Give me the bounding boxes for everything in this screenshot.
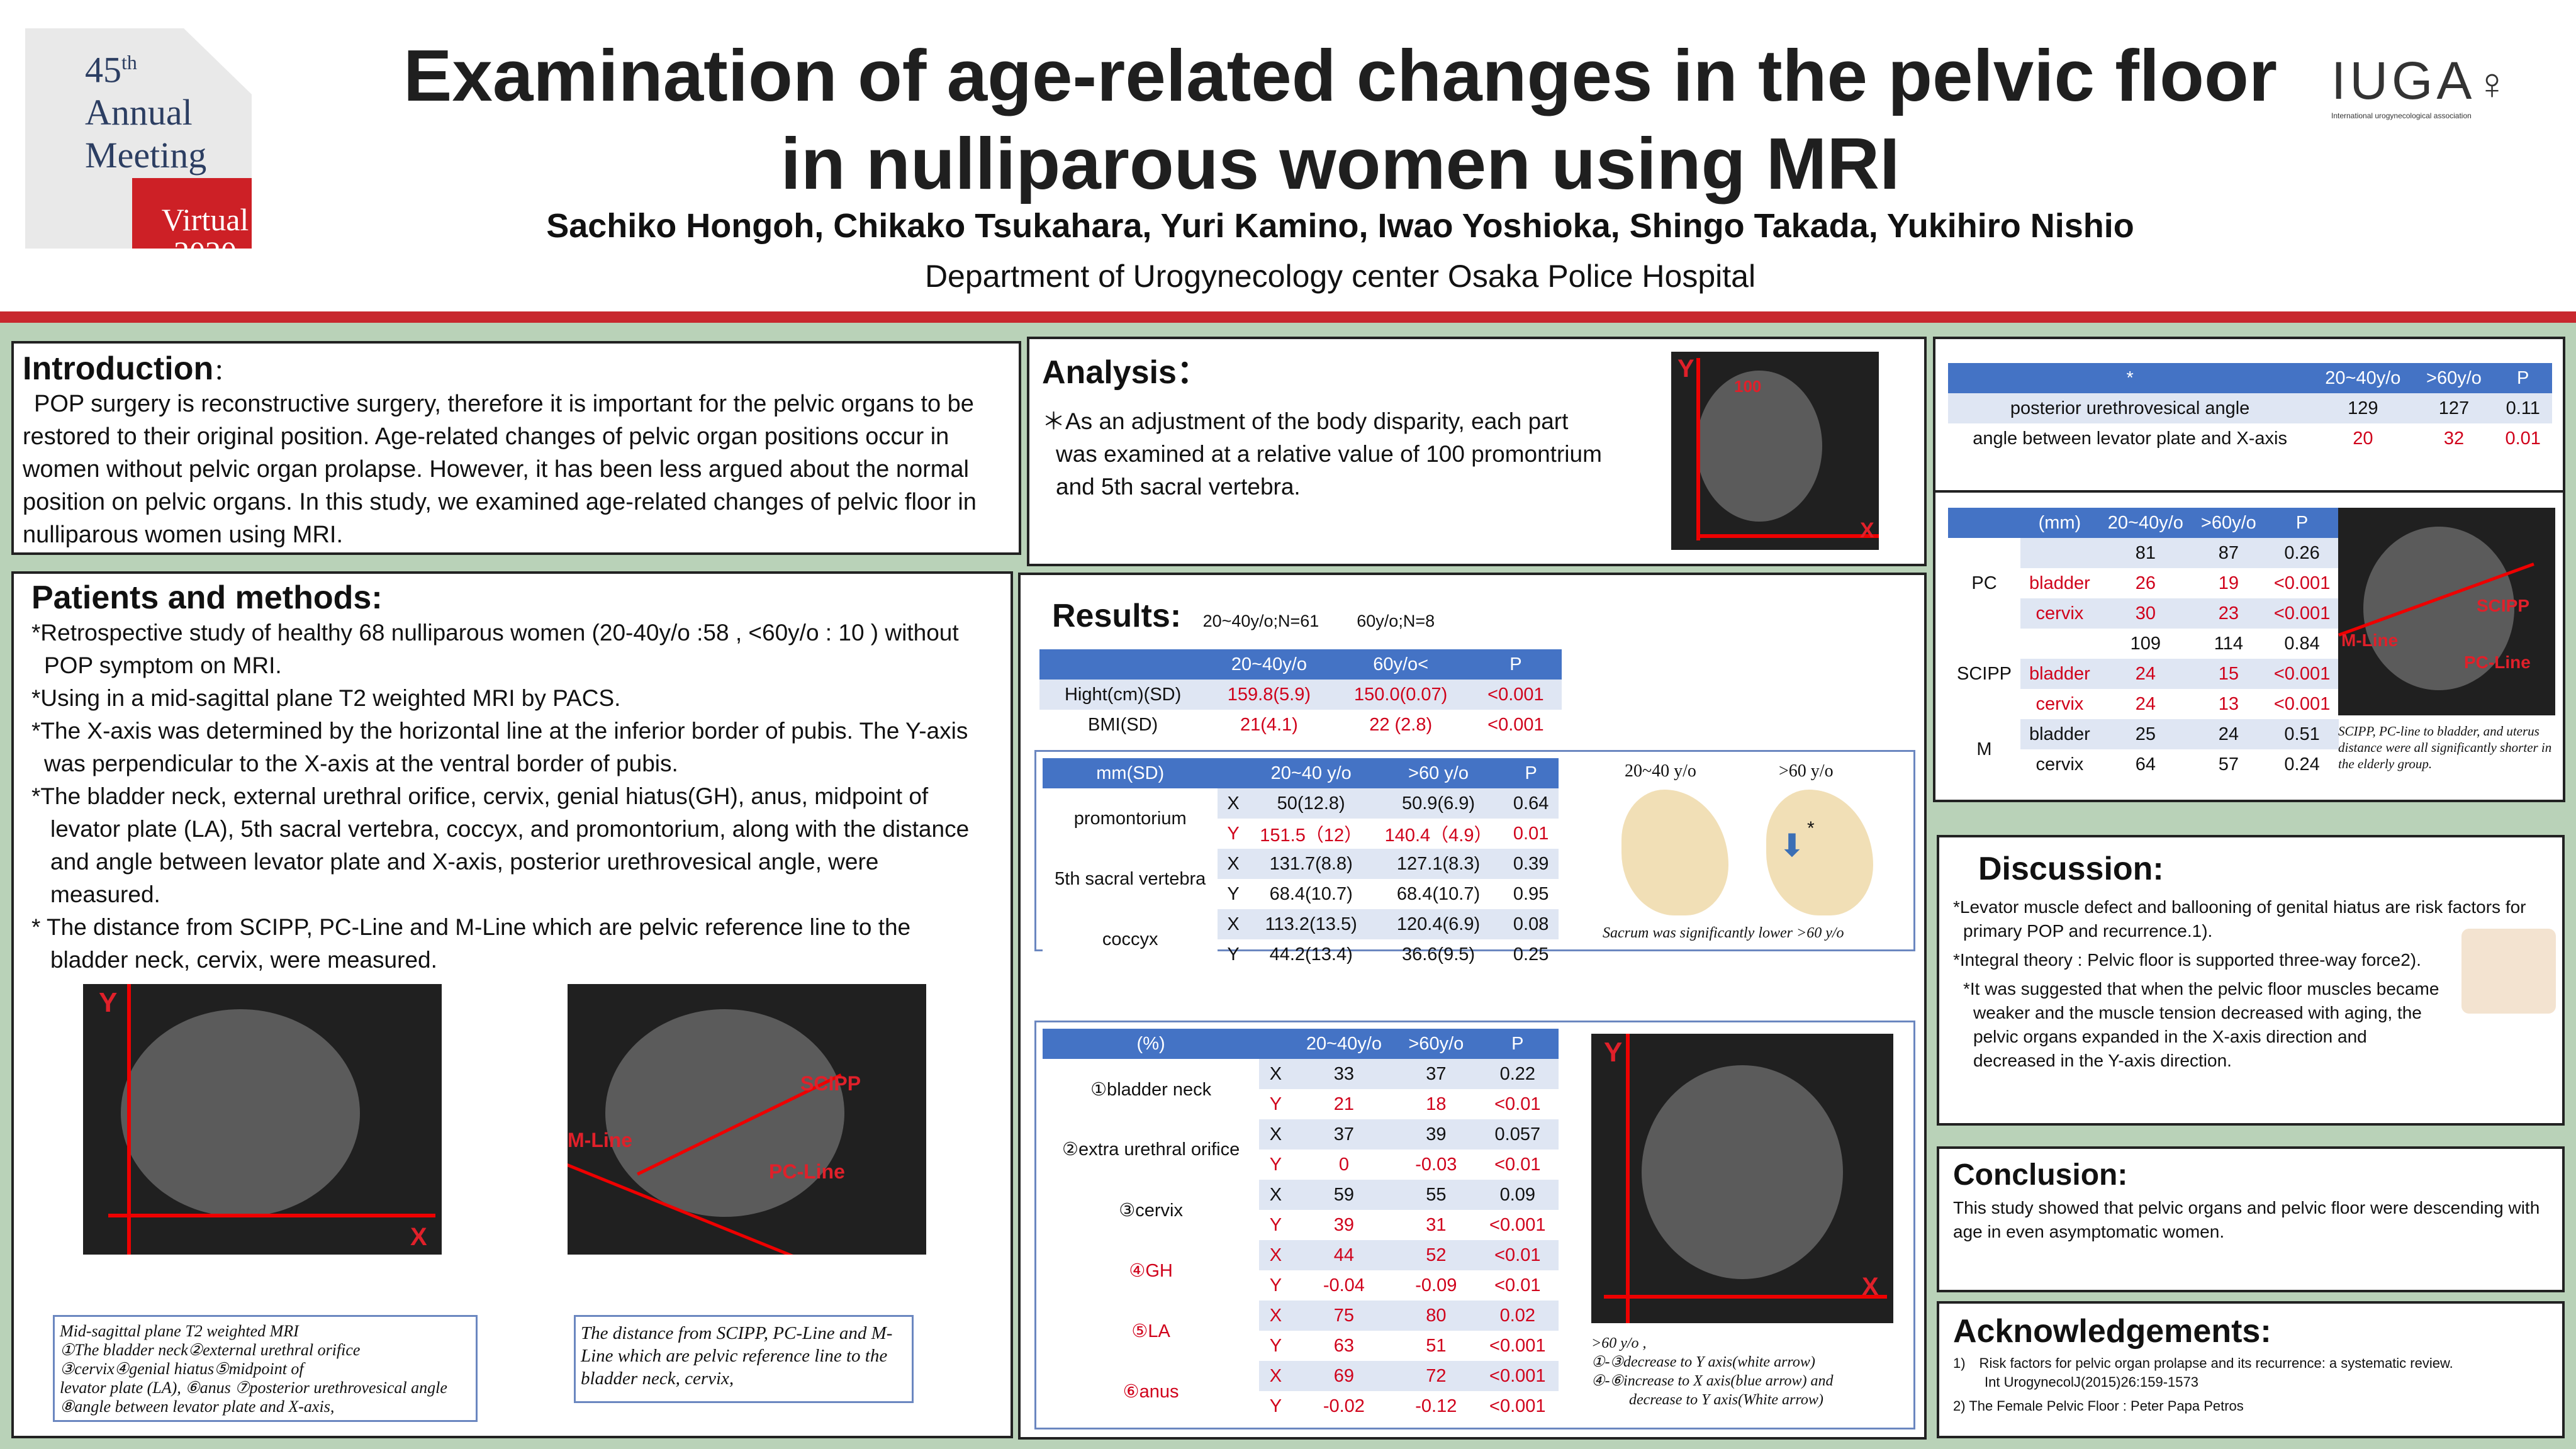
badge-ordinal: th	[121, 51, 137, 74]
analysis-title: Analysis：	[1042, 354, 1209, 391]
analysis-body: ＊As an adjustment of the body disparity,…	[1042, 408, 1602, 500]
sacrum-caption: Sacrum was significantly lower >60 y/o	[1603, 925, 1844, 941]
methods-caption-2: The distance from SCIPP, PC-Line and M-L…	[574, 1315, 914, 1403]
reference-line-mri-image: SCIPP M-Line PC-Line	[2338, 508, 2555, 715]
header-divider	[0, 311, 2576, 323]
pelvis-young	[1621, 790, 1728, 915]
demographics-table: 20~40y/o 60y/o< P Hight(cm)(SD) 159.8(5.9) 1…	[1039, 649, 1562, 740]
angles-section: * 20~40y/o >60y/o P posterior urethrovesica…	[1933, 337, 2565, 802]
acknowledgements-title: Acknowledgements:	[1953, 1313, 2271, 1350]
intro-title: Introduction	[23, 350, 214, 387]
reference-1-source: Int UrogynecolJ(2015)26:159-1573	[1985, 1374, 2199, 1390]
badge-year: 2020	[174, 235, 237, 249]
results-group-1: 20~40y/o;N=61	[1202, 612, 1319, 630]
results-mri-image: Y X	[1591, 1034, 1893, 1323]
logo-subtitle: International urogynecological associati…	[2331, 111, 2472, 120]
sacrum-illustration: 20~40 y/o >60 y/o ⬇ * Sacrum was signifi…	[1590, 752, 1905, 950]
badge-annual: Annual	[85, 92, 193, 133]
methods-mri-image-1: Y X	[83, 984, 442, 1255]
bone-landmarks-panel: mm(SD) 20~40 y/o >60 y/o P promontorium X 50(…	[1034, 750, 1915, 970]
organ-landmarks-table: (%) 20~40y/o >60y/o P ①bladder neck X 33 37 0.2…	[1043, 1029, 1559, 1421]
conclusion-body: This study showed that pelvic organs and…	[1953, 1198, 2540, 1241]
department: Department of Urogynecology center Osaka…	[924, 259, 1756, 294]
angles-table: * 20~40y/o >60y/o P posterior urethrovesica…	[1948, 363, 2552, 454]
methods-caption-1: Mid-sagittal plane T2 weighted MRI ①The b…	[53, 1315, 478, 1422]
methods-item: *The X-axis was determined by the horizo…	[31, 718, 968, 776]
methods-section: Patients and methods: *Retrospective stu…	[11, 571, 1013, 1438]
badge-number: 45	[85, 49, 121, 91]
analysis-mri-image: Y X 100	[1671, 352, 1879, 550]
header	[0, 0, 2576, 311]
results-group-2: 60y/o;N=8	[1357, 612, 1435, 630]
badge-virtual: Virtual	[161, 202, 249, 237]
methods-title: Patients and methods:	[31, 579, 383, 616]
reference-2: 2) The Female Pelvic Floor : Peter Papa …	[1953, 1398, 2244, 1414]
table-row: Hight(cm)(SD) 159.8(5.9) 150.0(0.07) <0.001	[1039, 680, 1562, 710]
reference-1: 1) Risk factors for pelvic organ prolaps…	[1953, 1355, 2453, 1371]
discussion-title: Discussion:	[1978, 851, 2164, 887]
bone-landmarks-table: mm(SD) 20~40 y/o >60 y/o P promontorium X 50(…	[1043, 758, 1559, 970]
introduction-section: Introduction： POP surgery is reconstruct…	[11, 341, 1021, 555]
discussion-item: *It was suggested that when the pelvic f…	[1963, 979, 2439, 1070]
methods-item: * The distance from SCIPP, PC-Line and M…	[31, 914, 911, 973]
badge-meeting: Meeting	[85, 135, 207, 176]
iuga-logo: IUGA♀ International urogynecological asso…	[2331, 51, 2512, 120]
conclusion-title: Conclusion:	[1953, 1158, 2128, 1192]
reference-line-table: (mm) 20~40y/o >60y/o P PC 81 87 0.26 bladder 26…	[1948, 508, 2339, 780]
organ-landmarks-panel: (%) 20~40y/o >60y/o P ①bladder neck X 33 37 0.2…	[1034, 1021, 1915, 1429]
methods-item: *Using in a mid-sagittal plane T2 weight…	[31, 685, 621, 711]
table-row: BMI(SD) 21(4.1) 22 (2.8) <0.001	[1088, 714, 1544, 735]
methods-item: *Retrospective study of healthy 68 nulli…	[31, 620, 959, 678]
conclusion-section: Conclusion: This study showed that pelvi…	[1937, 1146, 2565, 1292]
intro-body: POP surgery is reconstructive surgery, t…	[23, 391, 977, 548]
discussion-section: Discussion: *Levator muscle defect and b…	[1937, 835, 2565, 1126]
down-arrow-icon: ⬇	[1779, 828, 1805, 863]
results-section: Results: 20~40y/o;N=61 60y/o;N=8 20~40y/o…	[1018, 573, 1927, 1440]
poster-title: Examination of age-related changes in th…	[403, 35, 2277, 204]
results-mri-caption: >60 y/o , ①-③decrease to Y axis(white arr…	[1591, 1335, 1834, 1408]
methods-mri-image-2: SCIPP M-Line PC-Line	[568, 984, 926, 1255]
analysis-section: Analysis： ＊As an adjustment of the body …	[1027, 337, 1927, 566]
acknowledgements-section: Acknowledgements: 1) Risk factors for pe…	[1937, 1301, 2565, 1438]
results-title: Results:	[1052, 598, 1182, 634]
discussion-item: *Integral theory : Pelvic floor is suppo…	[1953, 950, 2421, 970]
discussion-item: *Levator muscle defect and ballooning of…	[1953, 897, 2526, 941]
reference-line-caption: SCIPP, PC-line to bladder, and uterus di…	[2338, 724, 2552, 771]
authors: Sachiko Hongoh, Chikako Tsukahara, Yuri …	[546, 207, 2134, 245]
methods-item: *The bladder neck, external urethral ori…	[31, 783, 970, 907]
pelvic-force-illustration	[2461, 929, 2556, 1014]
